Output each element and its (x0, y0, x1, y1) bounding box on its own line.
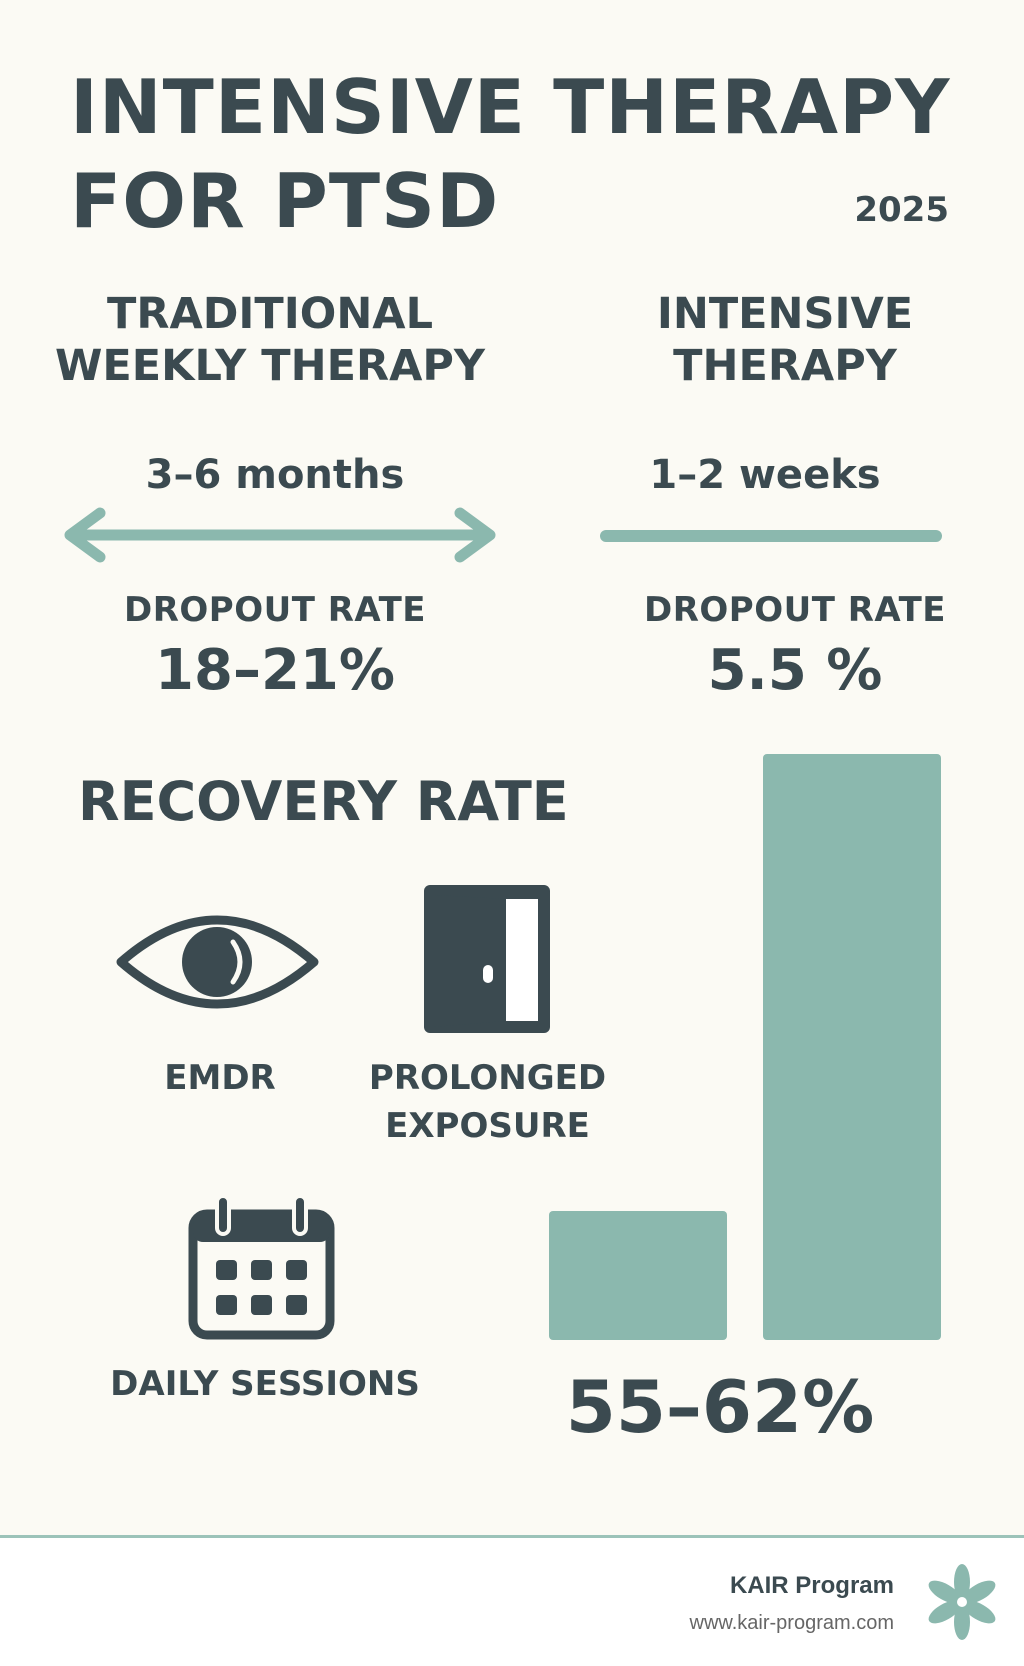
intensive-duration: 1–2 weeks (649, 452, 881, 498)
year-label: 2025 (854, 190, 949, 230)
intensive-heading: INTENSIVE THERAPY (570, 288, 1000, 392)
prolonged-exposure-label: PROLONGED EXPOSURE (355, 1054, 620, 1150)
traditional-dropout-value: 18–21% (155, 638, 395, 703)
prolonged-exposure-line-2: EXPOSURE (385, 1106, 590, 1146)
daily-sessions-label: DAILY SESSIONS (110, 1364, 420, 1404)
intensive-heading-line-1: INTENSIVE (656, 289, 914, 339)
traditional-dropout-label: DROPOUT RATE (123, 590, 427, 630)
recovery-value: 55–62% (565, 1365, 875, 1449)
title-line-1: INTENSIVE THERAPY (70, 63, 951, 151)
traditional-heading-line-1: TRADITIONAL (107, 289, 433, 339)
traditional-duration: 3–6 months (145, 452, 405, 498)
recovery-bar-2 (763, 754, 941, 1340)
duration-line (600, 530, 942, 542)
traditional-heading: TRADITIONAL WEEKLY THERAPY (40, 288, 500, 392)
footer-divider (0, 1535, 1024, 1538)
recovery-bar-1 (549, 1211, 727, 1340)
recovery-title: RECOVERY RATE (78, 770, 569, 833)
door-icon (424, 885, 550, 1033)
prolonged-exposure-line-1: PROLONGED (368, 1058, 607, 1098)
intensive-dropout-value: 5.5 % (707, 638, 883, 703)
emdr-label: EMDR (164, 1058, 276, 1098)
intensive-dropout-label: DROPOUT RATE (643, 590, 947, 630)
brand-name: KAIR Program (729, 1572, 894, 1599)
eye-icon (116, 915, 319, 1009)
flower-logo-icon (928, 1564, 996, 1640)
page-title: INTENSIVE THERAPY FOR PTSD (70, 60, 950, 248)
brand-url: www.kair-program.com (689, 1612, 894, 1634)
intensive-heading-line-2: THERAPY (673, 341, 897, 391)
double-arrow-icon (64, 507, 496, 563)
traditional-heading-line-2: WEEKLY THERAPY (54, 341, 486, 391)
title-line-2: FOR PTSD (70, 157, 500, 245)
footer (0, 1538, 1024, 1666)
calendar-icon (188, 1196, 335, 1340)
